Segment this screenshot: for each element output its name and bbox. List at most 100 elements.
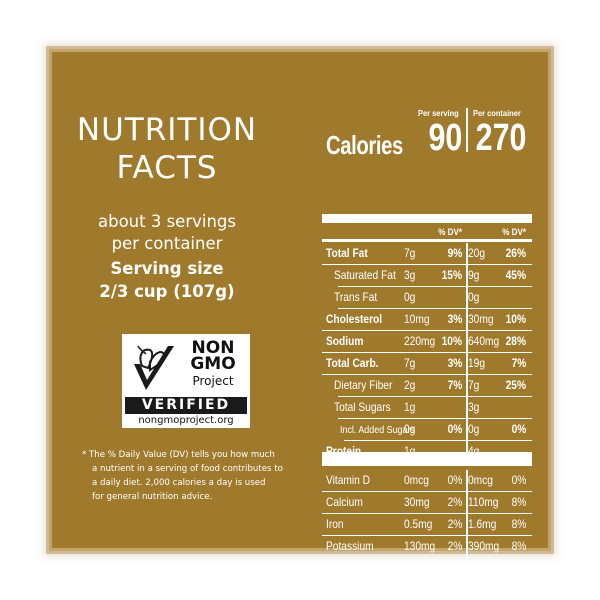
vitamin-name: Iron: [326, 517, 344, 531]
column-separator: [466, 309, 468, 331]
serving-amount: 3g: [404, 268, 416, 282]
vitamin-row: Iron 0.5mg 2% 1.6mg 8%: [322, 514, 532, 536]
serving-amount: 2g: [404, 378, 416, 392]
left-column: NUTRITION FACTS about 3 servings per con…: [52, 52, 283, 548]
badge-project-text: Project: [192, 374, 234, 388]
serving-dv: 0%: [447, 422, 462, 436]
container-dv: 45%: [505, 268, 526, 282]
calories-per-container: 270: [475, 117, 526, 159]
serving-dv: 3%: [447, 356, 462, 370]
nutrient-row: Cholesterol 10mg 3% 30mg 10%: [322, 309, 532, 331]
vitamin-name: Calcium: [326, 495, 363, 509]
row-divider: [322, 264, 532, 265]
serving-dv: 3%: [447, 312, 462, 326]
medium-rule: [322, 239, 532, 242]
thick-rule: [322, 214, 532, 223]
container-amount: 110mg: [468, 495, 499, 509]
container-amount: 4g: [468, 444, 480, 458]
container-dv: 10%: [505, 312, 526, 326]
footnote-line: a daily diet. 2,000 calories a day is us…: [92, 478, 266, 488]
column-separator: [466, 492, 468, 514]
serving-dv: 15%: [441, 268, 462, 282]
nutrient-name: Trans Fat: [334, 290, 378, 304]
serving-dv: 9%: [447, 246, 462, 260]
badge-gmo-text: GMO: [190, 354, 236, 374]
title-line-2: FACTS: [116, 150, 218, 186]
servings-text-2: per container: [111, 234, 223, 253]
column-separator: [466, 287, 468, 309]
footnote-line: * The % Daily Value (DV) tells you how m…: [82, 450, 275, 460]
container-dv: 8%: [511, 495, 526, 509]
container-dv: 0%: [511, 422, 526, 436]
container-amount: 1.6mg: [468, 517, 497, 531]
vitamin-row: Potassium 130mg 2% 390mg 8%: [322, 536, 532, 558]
container-amount: 0g: [468, 290, 480, 304]
column-separator: [466, 397, 468, 419]
nutrient-name: Cholesterol: [326, 312, 383, 326]
serving-dv: 2%: [447, 495, 462, 509]
container-amount: 0g: [468, 422, 480, 436]
serving-amount: 10mg: [404, 312, 430, 326]
row-divider: [338, 418, 532, 419]
nutrient-row: Saturated Fat 3g 15% 9g 45%: [322, 265, 532, 287]
row-divider: [322, 330, 532, 331]
serving-amount: 130mg: [404, 539, 436, 553]
container-amount: 20g: [468, 246, 486, 260]
serving-amount: 1g: [404, 444, 416, 458]
serving-size-label: Serving size: [110, 259, 224, 278]
vitamin-row: Vitamin D 0mcg 0% 0mcg 0%: [322, 470, 532, 492]
serving-dv: 10%: [441, 334, 462, 348]
container-amount: 390mg: [468, 539, 500, 553]
nutrition-panel: NUTRITION FACTS about 3 servings per con…: [52, 52, 548, 558]
vitamin-row: Calcium 30mg 2% 110mg 8%: [322, 492, 532, 514]
row-divider: [322, 374, 532, 375]
serving-amount: 220mg: [404, 334, 436, 348]
nutrient-name: Sodium: [326, 334, 364, 348]
per-serving-header: Per serving: [418, 108, 459, 118]
title-line-1: NUTRITION: [76, 112, 258, 148]
column-separator: [466, 419, 468, 441]
column-separator: [466, 536, 468, 558]
dv-footnote: * The % Daily Value (DV) tells you how m…: [82, 448, 304, 504]
serving-amount: 7g: [404, 356, 416, 370]
nutrient-row: Total Sugars 1g 3g: [322, 397, 532, 419]
nutrient-name: Saturated Fat: [334, 268, 396, 282]
container-dv: 0%: [511, 473, 526, 487]
nutrient-row: Sodium 220mg 10% 640mg 28%: [322, 331, 532, 353]
vitamin-name: Vitamin D: [326, 473, 371, 487]
row-divider: [344, 440, 532, 441]
container-amount: 0mcg: [468, 473, 493, 487]
butterfly-check-icon: [134, 345, 174, 390]
dv-header-container: % DV*: [502, 227, 526, 238]
non-gmo-badge: NON GMO Project VERIFIED nongmoproject.o…: [122, 334, 250, 428]
row-divider: [338, 286, 532, 287]
serving-amount: 0g: [404, 422, 416, 436]
serving-dv: 2%: [447, 539, 462, 553]
dv-header-serving: % DV*: [438, 227, 462, 238]
column-separator: [466, 470, 468, 492]
nutrient-name: Total Fat: [326, 246, 368, 260]
nutrition-label: Per serving Per container Calories 90 27…: [322, 102, 532, 558]
serving-amount: 1g: [404, 400, 416, 414]
row-divider: [322, 535, 532, 536]
container-dv: 28%: [505, 334, 526, 348]
container-amount: 19g: [468, 356, 486, 370]
column-separator: [466, 331, 468, 353]
container-amount: 640mg: [468, 334, 500, 348]
calories-label: Calories: [326, 130, 403, 160]
nutrient-name: Total Sugars: [334, 400, 391, 414]
nutrient-row: Total Carb. 7g 3% 19g 7%: [322, 353, 532, 375]
container-dv: 8%: [511, 517, 526, 531]
calories-per-serving: 90: [428, 117, 462, 159]
row-divider: [338, 308, 532, 309]
column-separator: [466, 375, 468, 397]
column-separator: [466, 514, 468, 536]
nutrient-row: Dietary Fiber 2g 7% 7g 25%: [322, 375, 532, 397]
badge-non-text: NON: [191, 338, 235, 358]
nutrient-name: Incl. Added Sugars: [340, 424, 415, 436]
column-separator: [466, 353, 468, 375]
nutrient-name: Dietary Fiber: [334, 378, 393, 392]
row-divider: [322, 491, 532, 492]
container-amount: 7g: [468, 378, 480, 392]
nutrient-name: Total Carb.: [326, 356, 379, 370]
